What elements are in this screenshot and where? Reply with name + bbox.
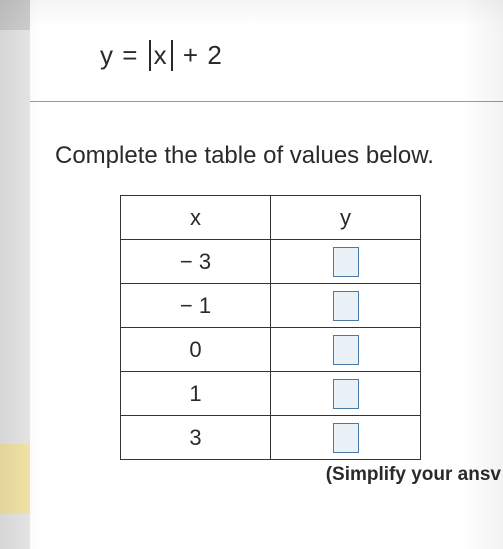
answer-input[interactable]: [333, 423, 359, 453]
equation-plus: +: [183, 40, 199, 70]
answer-input[interactable]: [333, 291, 359, 321]
abs-var: x: [154, 40, 168, 70]
values-table: x y − 3 − 1 0 1: [120, 195, 421, 460]
cell-y: [271, 240, 421, 284]
table-row: 0: [121, 328, 421, 372]
table-header-row: x y: [121, 196, 421, 240]
cell-y: [271, 284, 421, 328]
cell-x: 1: [121, 372, 271, 416]
table-wrap: x y − 3 − 1 0 1: [30, 195, 503, 486]
equation-lhs: y: [100, 40, 114, 70]
answer-input[interactable]: [333, 335, 359, 365]
equation: y = x + 2: [100, 40, 453, 71]
corner-tab: [0, 0, 30, 30]
cell-x: − 1: [121, 284, 271, 328]
table-row: 3: [121, 416, 421, 460]
header-x: x: [121, 196, 271, 240]
cell-y: [271, 416, 421, 460]
equation-const: 2: [207, 40, 222, 70]
equation-section: y = x + 2: [30, 0, 503, 102]
table-row: 1: [121, 372, 421, 416]
abs-value: x: [149, 40, 173, 71]
footer-hint: (Simplify your ansv: [120, 464, 503, 486]
cell-x: − 3: [121, 240, 271, 284]
instruction-text: Complete the table of values below.: [30, 102, 503, 195]
content-area: y = x + 2 Complete the table of values b…: [30, 0, 503, 549]
cell-x: 3: [121, 416, 271, 460]
highlight-tab: [0, 444, 30, 514]
table-row: − 1: [121, 284, 421, 328]
cell-y: [271, 372, 421, 416]
cell-y: [271, 328, 421, 372]
cell-x: 0: [121, 328, 271, 372]
answer-input[interactable]: [333, 247, 359, 277]
table-row: − 3: [121, 240, 421, 284]
header-y: y: [271, 196, 421, 240]
answer-input[interactable]: [333, 379, 359, 409]
equation-eq: =: [122, 40, 138, 70]
